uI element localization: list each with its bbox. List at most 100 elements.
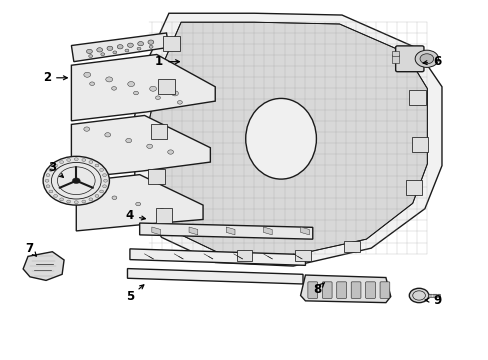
- Circle shape: [159, 208, 164, 212]
- Circle shape: [83, 127, 89, 131]
- Circle shape: [136, 202, 141, 206]
- Circle shape: [97, 48, 102, 52]
- Circle shape: [133, 91, 138, 95]
- Circle shape: [102, 185, 106, 188]
- Circle shape: [54, 194, 58, 197]
- Circle shape: [88, 190, 93, 193]
- Polygon shape: [300, 227, 309, 235]
- Circle shape: [102, 174, 106, 177]
- Polygon shape: [140, 223, 312, 239]
- Text: 9: 9: [424, 294, 440, 307]
- Circle shape: [138, 41, 143, 46]
- Polygon shape: [71, 116, 210, 178]
- Circle shape: [46, 185, 50, 188]
- Text: 7: 7: [25, 242, 36, 256]
- Text: 5: 5: [125, 285, 143, 303]
- Circle shape: [100, 190, 103, 193]
- Polygon shape: [127, 269, 303, 284]
- Text: 1: 1: [155, 55, 179, 68]
- Circle shape: [86, 49, 92, 54]
- Circle shape: [149, 45, 153, 48]
- Circle shape: [419, 54, 433, 64]
- FancyBboxPatch shape: [307, 282, 317, 298]
- Polygon shape: [263, 227, 272, 235]
- Circle shape: [45, 179, 49, 182]
- Circle shape: [112, 196, 117, 199]
- Circle shape: [117, 45, 123, 49]
- Circle shape: [125, 138, 131, 143]
- Circle shape: [171, 91, 178, 96]
- Text: 4: 4: [125, 210, 145, 222]
- Circle shape: [67, 158, 70, 161]
- Circle shape: [125, 49, 129, 52]
- Circle shape: [137, 47, 141, 50]
- Circle shape: [105, 77, 112, 82]
- Circle shape: [155, 96, 160, 99]
- Circle shape: [95, 164, 99, 167]
- Circle shape: [81, 158, 85, 161]
- FancyBboxPatch shape: [391, 55, 398, 63]
- Circle shape: [148, 40, 154, 44]
- Circle shape: [81, 200, 85, 203]
- Circle shape: [89, 82, 94, 86]
- Circle shape: [83, 72, 90, 77]
- Circle shape: [111, 87, 116, 90]
- Circle shape: [149, 86, 156, 91]
- Polygon shape: [71, 54, 215, 121]
- FancyBboxPatch shape: [379, 282, 389, 298]
- Circle shape: [60, 198, 63, 201]
- Polygon shape: [300, 275, 390, 303]
- Polygon shape: [71, 33, 168, 62]
- Circle shape: [72, 178, 80, 184]
- Text: 3: 3: [48, 161, 63, 177]
- FancyBboxPatch shape: [391, 50, 398, 56]
- FancyBboxPatch shape: [411, 136, 427, 152]
- FancyBboxPatch shape: [408, 90, 425, 105]
- Text: 8: 8: [313, 283, 324, 296]
- Circle shape: [54, 164, 58, 167]
- Ellipse shape: [245, 98, 316, 179]
- FancyBboxPatch shape: [148, 169, 164, 184]
- FancyBboxPatch shape: [295, 249, 310, 261]
- Circle shape: [51, 162, 101, 199]
- Circle shape: [89, 198, 93, 201]
- Circle shape: [167, 150, 173, 154]
- Circle shape: [60, 161, 63, 163]
- FancyBboxPatch shape: [151, 124, 167, 139]
- FancyBboxPatch shape: [405, 180, 422, 195]
- Circle shape: [113, 51, 117, 54]
- Circle shape: [100, 168, 103, 171]
- FancyBboxPatch shape: [156, 208, 172, 224]
- Text: 6: 6: [422, 55, 440, 68]
- Circle shape: [49, 168, 53, 171]
- Circle shape: [74, 201, 78, 204]
- Circle shape: [101, 53, 104, 56]
- Polygon shape: [226, 227, 235, 235]
- Polygon shape: [76, 175, 203, 231]
- Circle shape: [67, 200, 70, 203]
- FancyBboxPatch shape: [350, 282, 360, 298]
- Polygon shape: [130, 249, 305, 265]
- Circle shape: [146, 144, 152, 148]
- Circle shape: [127, 43, 133, 48]
- Circle shape: [414, 50, 438, 67]
- Circle shape: [107, 46, 113, 50]
- FancyBboxPatch shape: [322, 282, 331, 298]
- Text: 2: 2: [43, 71, 67, 84]
- FancyBboxPatch shape: [343, 240, 359, 252]
- Circle shape: [46, 174, 50, 177]
- Circle shape: [74, 158, 78, 161]
- Circle shape: [127, 82, 134, 87]
- Circle shape: [104, 133, 110, 137]
- FancyBboxPatch shape: [336, 282, 346, 298]
- FancyBboxPatch shape: [365, 282, 375, 298]
- Polygon shape: [189, 227, 198, 235]
- Circle shape: [95, 194, 99, 197]
- FancyBboxPatch shape: [236, 249, 252, 261]
- Circle shape: [103, 179, 107, 182]
- Polygon shape: [23, 252, 64, 280]
- Circle shape: [49, 190, 53, 193]
- Circle shape: [88, 55, 92, 58]
- FancyBboxPatch shape: [163, 36, 179, 51]
- Polygon shape: [135, 13, 441, 266]
